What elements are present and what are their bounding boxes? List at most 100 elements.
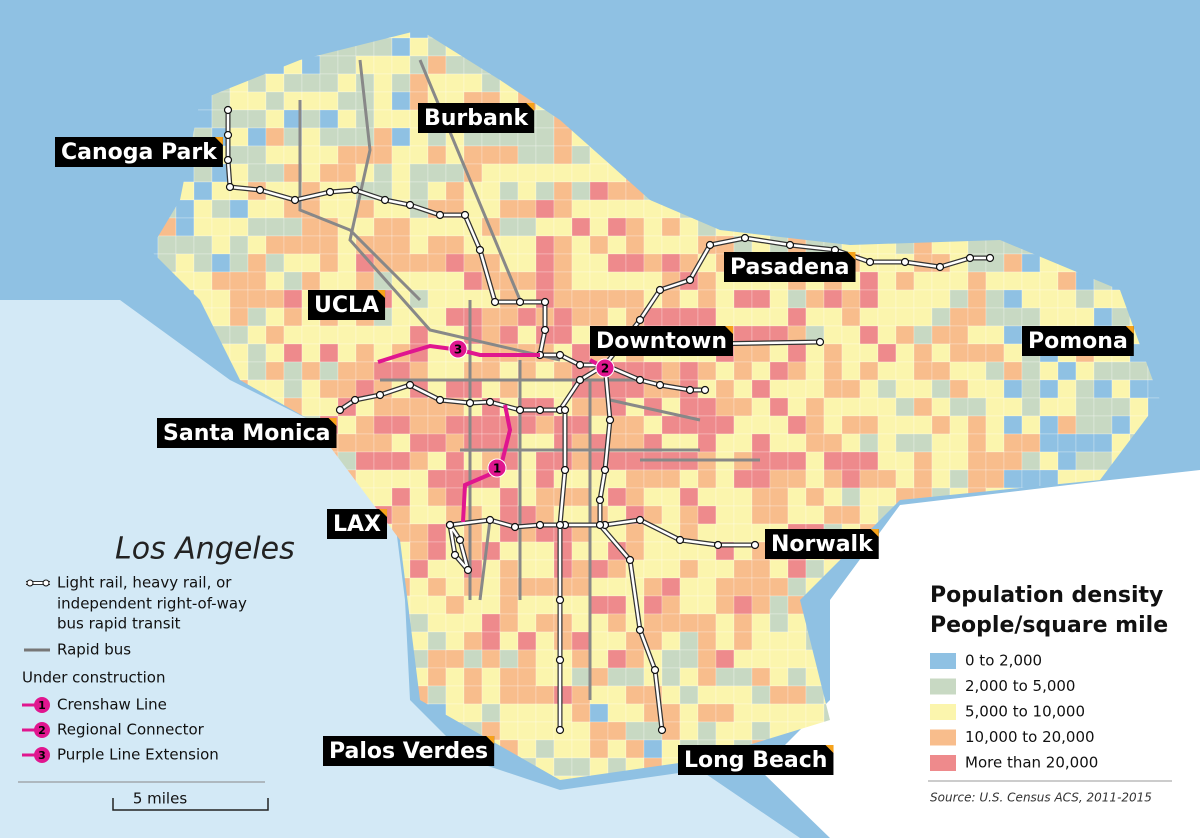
tract (571, 397, 591, 417)
place-label: Long Beach (684, 748, 827, 773)
tract (535, 235, 555, 255)
tract (481, 307, 501, 327)
tract (661, 577, 681, 597)
tract (697, 703, 717, 723)
tract (751, 307, 771, 327)
tract (769, 469, 789, 489)
tract (337, 415, 357, 435)
tract (391, 127, 411, 147)
tract (481, 415, 501, 435)
tract (1093, 361, 1113, 381)
tract (769, 307, 789, 327)
station (555, 520, 565, 530)
tract (733, 649, 753, 669)
station (575, 360, 585, 370)
tract (265, 235, 285, 255)
tract (553, 181, 573, 201)
tract (355, 433, 375, 453)
tract (679, 613, 699, 633)
tract (823, 487, 843, 507)
tract (1021, 253, 1041, 273)
tract (661, 685, 681, 705)
tract (481, 649, 501, 669)
tract (175, 253, 195, 273)
tract (1039, 415, 1059, 435)
tract (751, 721, 771, 741)
tract (787, 469, 807, 489)
tract (985, 361, 1005, 381)
tract (391, 73, 411, 93)
tract (301, 361, 321, 381)
tract (481, 523, 501, 543)
tract (877, 361, 897, 381)
tract (1057, 307, 1077, 327)
tract (841, 379, 861, 399)
tract (877, 487, 897, 507)
tract (211, 253, 231, 273)
corner (214, 137, 223, 145)
tract (247, 289, 267, 309)
tract (895, 289, 915, 309)
tract (283, 235, 303, 255)
tract (301, 91, 321, 111)
tract (283, 73, 303, 93)
tract (787, 451, 807, 471)
tract (607, 487, 627, 507)
tract (733, 667, 753, 687)
tract (499, 577, 519, 597)
tract (301, 253, 321, 273)
tract (1111, 361, 1131, 381)
tract (1021, 397, 1041, 417)
place-box (157, 418, 337, 448)
tract (571, 289, 591, 309)
tract (679, 649, 699, 669)
tract (445, 217, 465, 237)
tract (949, 469, 969, 489)
tract (265, 217, 285, 237)
tract (373, 325, 393, 345)
tract (859, 307, 879, 327)
tract (553, 631, 573, 651)
tract (1057, 361, 1077, 381)
tract (517, 739, 537, 759)
tract (193, 199, 213, 219)
tract (607, 577, 627, 597)
tract (481, 361, 501, 381)
tract (751, 595, 771, 615)
tract (373, 109, 393, 129)
station (325, 187, 335, 197)
tract (445, 667, 465, 687)
station (595, 495, 605, 505)
tract (661, 631, 681, 651)
station (223, 105, 233, 115)
tract (553, 271, 573, 291)
tract (535, 145, 555, 165)
tract (517, 271, 537, 291)
tract (787, 379, 807, 399)
tract (229, 289, 249, 309)
station (685, 275, 695, 285)
tract (247, 271, 267, 291)
tract (391, 469, 411, 489)
tract (499, 487, 519, 507)
tract (445, 289, 465, 309)
tract (715, 307, 735, 327)
tract (1039, 271, 1059, 291)
station (685, 385, 695, 395)
station (290, 195, 300, 205)
tract (283, 325, 303, 345)
tract (589, 271, 609, 291)
legend-badge (34, 697, 50, 713)
place-box (308, 290, 386, 320)
tract (589, 415, 609, 435)
tract (499, 613, 519, 633)
tract (517, 145, 537, 165)
tract (643, 235, 663, 255)
corner (870, 529, 879, 537)
tract (337, 253, 357, 273)
station (435, 210, 445, 220)
tract (679, 559, 699, 579)
tract (499, 685, 519, 705)
tract (571, 667, 591, 687)
tract (679, 595, 699, 615)
